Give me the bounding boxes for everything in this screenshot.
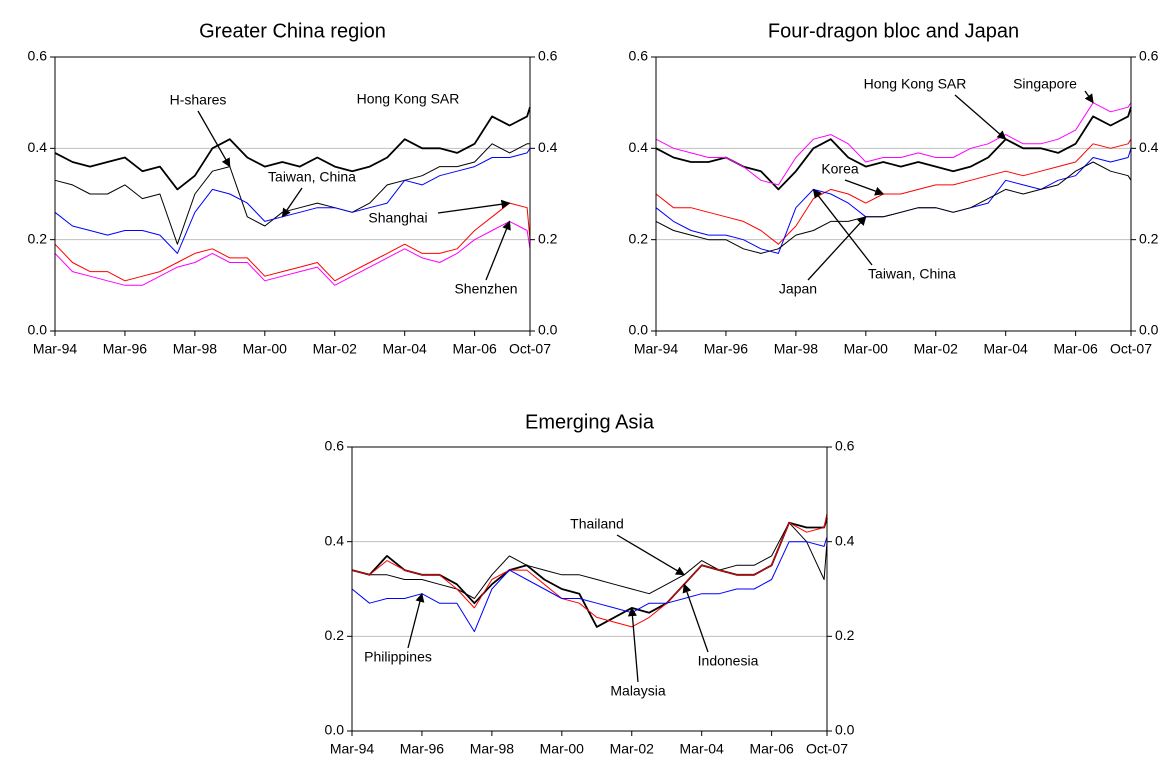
x-tick-label: Mar-94 <box>634 341 679 357</box>
x-tick-label: Mar-02 <box>610 741 655 757</box>
series-label: Philippines <box>364 649 432 665</box>
series-line <box>351 536 828 633</box>
y-tick-label: 0.4 <box>629 139 649 155</box>
series-label: Hong Kong SAR <box>357 91 460 107</box>
x-tick-label: Mar-04 <box>984 341 1029 357</box>
plot-frame <box>54 56 531 332</box>
series-label: Shenzhen <box>454 281 517 297</box>
annotation-arrow <box>197 110 231 168</box>
annotation-arrow <box>407 592 425 649</box>
series-line <box>655 102 1132 186</box>
x-tick-label: Mar-06 <box>452 341 497 357</box>
x-tick-label: Mar-02 <box>914 341 959 357</box>
x-tick-label: Mar-04 <box>680 741 725 757</box>
annotation-arrow <box>954 94 1007 140</box>
chart-title: Emerging Asia <box>525 411 655 433</box>
series-label: Shanghai <box>368 210 427 226</box>
y2-tick-label: 0.4 <box>1139 139 1159 155</box>
series-label: Taiwan, China <box>868 266 956 282</box>
annotation-arrow <box>807 216 867 281</box>
y2-tick-label: 0.0 <box>538 322 558 338</box>
y2-tick-label: 0.2 <box>1139 230 1159 246</box>
y-tick-label: 0.4 <box>325 532 345 548</box>
series-label: Taiwan, China <box>268 169 356 185</box>
annotation-arrow <box>437 199 511 214</box>
series-line <box>351 522 828 599</box>
series-line <box>54 202 531 282</box>
annotation-arrow <box>627 607 639 683</box>
y2-tick-label: 0.0 <box>835 722 855 738</box>
series-label: Japan <box>779 281 817 297</box>
plot-frame <box>655 56 1132 332</box>
series-line <box>54 143 530 245</box>
annotation-arrow <box>844 179 885 196</box>
annotation-arrow <box>812 188 873 266</box>
series-line <box>655 138 1132 245</box>
x-tick-label: Mar-00 <box>540 741 585 757</box>
y2-tick-label: 0.2 <box>538 230 558 246</box>
y2-tick-label: 0.2 <box>835 627 855 643</box>
series-line <box>54 106 531 191</box>
x-tick-label: Mar-06 <box>749 741 794 757</box>
series-label: Thailand <box>570 516 624 532</box>
y-tick-label: 0.2 <box>325 627 345 643</box>
x-tick-label: Mar-96 <box>400 741 445 757</box>
series-line <box>351 517 828 628</box>
x-tick-label: Mar-94 <box>33 341 78 357</box>
x-tick-label: Mar-98 <box>173 341 218 357</box>
x-tick-label: Mar-96 <box>704 341 749 357</box>
plot-frame <box>351 446 828 732</box>
series-label: Indonesia <box>698 653 759 669</box>
x-tick-label: Oct-07 <box>1110 341 1152 357</box>
y2-tick-label: 0.4 <box>538 139 558 155</box>
x-tick-label: Mar-94 <box>330 741 375 757</box>
y2-tick-label: 0.6 <box>538 48 558 64</box>
y-tick-label: 0.6 <box>629 48 649 64</box>
series-line <box>54 148 531 254</box>
y2-tick-label: 0.6 <box>835 438 855 454</box>
y-tick-label: 0.4 <box>28 139 48 155</box>
y-tick-label: 0.2 <box>629 230 649 246</box>
series-label: H-shares <box>170 92 227 108</box>
y2-tick-label: 0.4 <box>835 532 855 548</box>
y2-tick-label: 0.0 <box>1139 322 1159 338</box>
annotation-arrow <box>1084 90 1094 104</box>
x-tick-label: Mar-96 <box>103 341 148 357</box>
y-tick-label: 0.2 <box>28 230 48 246</box>
y-tick-label: 0.0 <box>28 322 48 338</box>
x-tick-label: Mar-04 <box>383 341 428 357</box>
series-label: Hong Kong SAR <box>864 76 967 92</box>
annotation-arrow <box>682 583 709 653</box>
y-tick-label: 0.6 <box>28 48 48 64</box>
x-tick-label: Mar-98 <box>470 741 515 757</box>
series-line <box>351 513 828 628</box>
series-label: Malaysia <box>610 683 665 699</box>
y-tick-label: 0.6 <box>325 438 345 454</box>
chart-title: Four-dragon bloc and Japan <box>768 20 1019 42</box>
x-tick-label: Mar-06 <box>1053 341 1098 357</box>
x-tick-label: Oct-07 <box>509 341 551 357</box>
series-line <box>54 220 531 286</box>
annotation-arrow <box>281 187 303 218</box>
series-label: Singapore <box>1013 76 1077 92</box>
x-tick-label: Mar-98 <box>774 341 819 357</box>
y2-tick-label: 0.6 <box>1139 48 1159 64</box>
y-tick-label: 0.0 <box>629 322 649 338</box>
annotation-arrow <box>616 534 685 576</box>
series-line <box>655 161 1132 254</box>
x-tick-label: Mar-00 <box>844 341 889 357</box>
x-tick-label: Mar-00 <box>243 341 288 357</box>
chart-title: Greater China region <box>199 20 386 42</box>
y-tick-label: 0.0 <box>325 722 345 738</box>
x-tick-label: Oct-07 <box>806 741 848 757</box>
x-tick-label: Mar-02 <box>313 341 358 357</box>
series-label: Korea <box>821 161 859 177</box>
annotation-arrow <box>485 220 511 281</box>
